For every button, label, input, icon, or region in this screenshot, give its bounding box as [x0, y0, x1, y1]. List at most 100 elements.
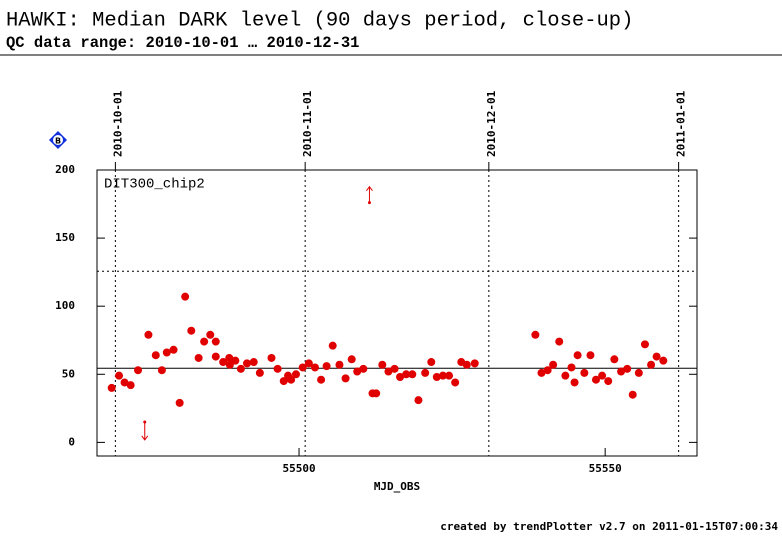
data-point — [175, 398, 184, 407]
data-point — [427, 358, 436, 367]
data-point — [341, 374, 350, 383]
footer: created by trendPlotter v2.7 on 2011-01-… — [440, 520, 778, 533]
data-point — [181, 292, 190, 301]
data-point — [353, 367, 362, 376]
top-tick-label: 2010-12-01 — [485, 90, 498, 157]
data-point — [206, 330, 215, 339]
data-point — [120, 378, 129, 387]
data-point — [402, 370, 411, 379]
data-point — [243, 359, 251, 368]
data-point — [555, 337, 564, 346]
data-point — [561, 371, 570, 380]
data-point — [634, 368, 643, 377]
y-tick-label: 200 — [55, 163, 75, 176]
data-point — [249, 358, 258, 367]
data-point — [451, 378, 460, 387]
badge: B — [49, 131, 67, 149]
x-tick-label: 55550 — [589, 462, 622, 475]
data-point — [549, 360, 558, 369]
data-point — [255, 368, 264, 377]
data-point — [537, 368, 546, 377]
data-point — [567, 363, 576, 372]
data-point — [598, 371, 607, 380]
data-point — [378, 360, 387, 369]
data-point — [573, 351, 582, 360]
data-point — [408, 370, 417, 379]
data-point — [187, 326, 196, 335]
data-point — [414, 396, 423, 405]
data-point — [604, 377, 613, 386]
data-point — [126, 381, 135, 390]
data-point — [543, 366, 552, 375]
data-point — [279, 377, 288, 386]
top-tick-label: 2010-10-01 — [111, 90, 124, 157]
data-point — [273, 364, 282, 373]
y-tick-label: 0 — [68, 435, 75, 448]
data-point — [267, 353, 276, 362]
data-point — [328, 341, 337, 350]
outlier-arrow — [141, 421, 149, 441]
data-point — [144, 330, 153, 339]
data-point — [462, 360, 471, 369]
data-point — [652, 352, 661, 361]
data-point — [438, 371, 447, 380]
data-point — [591, 375, 600, 384]
data-point — [225, 360, 234, 369]
badge-letter: B — [55, 137, 61, 146]
data-point — [335, 360, 344, 369]
data-point — [640, 340, 649, 349]
data-point — [359, 364, 368, 373]
x-axis-label: MJD_OBS — [374, 480, 420, 493]
outlier-arrow — [366, 185, 373, 203]
data-point — [211, 337, 220, 346]
data-point — [531, 330, 540, 339]
data-point — [304, 359, 313, 368]
data-point — [432, 373, 441, 382]
data-point — [421, 368, 430, 377]
data-point — [445, 371, 454, 380]
data-point — [659, 356, 668, 365]
data-point — [231, 356, 240, 365]
data-point — [317, 375, 326, 384]
data-point — [372, 389, 381, 398]
data-point — [219, 358, 228, 367]
chart-subtitle: QC data range: 2010-10-01 … 2010-12-31 — [6, 34, 359, 52]
data-point — [347, 355, 356, 364]
data-point — [169, 345, 178, 354]
y-tick-label: 50 — [62, 367, 75, 380]
data-point — [384, 367, 393, 376]
data-point — [236, 364, 245, 373]
data-point — [470, 359, 479, 368]
data-point — [200, 337, 209, 346]
data-point — [610, 355, 619, 364]
data-point — [623, 364, 632, 373]
top-tick-label: 2011-01-01 — [675, 90, 688, 157]
data-point — [647, 360, 656, 369]
data-point — [396, 373, 405, 382]
data-point — [194, 353, 203, 362]
data-point — [115, 371, 124, 380]
data-point — [580, 368, 589, 377]
x-tick-label: 55500 — [282, 462, 315, 475]
data-point — [322, 362, 331, 371]
data-point — [586, 351, 595, 360]
data-point — [225, 353, 234, 362]
data-point — [570, 378, 579, 387]
data-point — [291, 370, 300, 379]
data-point — [151, 351, 160, 360]
data-point — [162, 348, 171, 357]
data-point — [617, 367, 626, 376]
data-point — [134, 366, 143, 375]
data-point — [157, 366, 166, 375]
data-point — [390, 364, 399, 373]
y-tick-label: 150 — [55, 231, 75, 244]
data-point — [628, 390, 637, 399]
data-point — [310, 363, 319, 372]
data-point — [107, 383, 116, 392]
top-tick-label: 2010-11-01 — [301, 90, 314, 157]
panel-label: DIT300_chip2 — [104, 177, 205, 193]
chart-title: HAWKI: Median DARK level (90 days period… — [6, 9, 633, 32]
plot-frame — [96, 169, 698, 457]
y-tick-label: 100 — [55, 299, 75, 312]
